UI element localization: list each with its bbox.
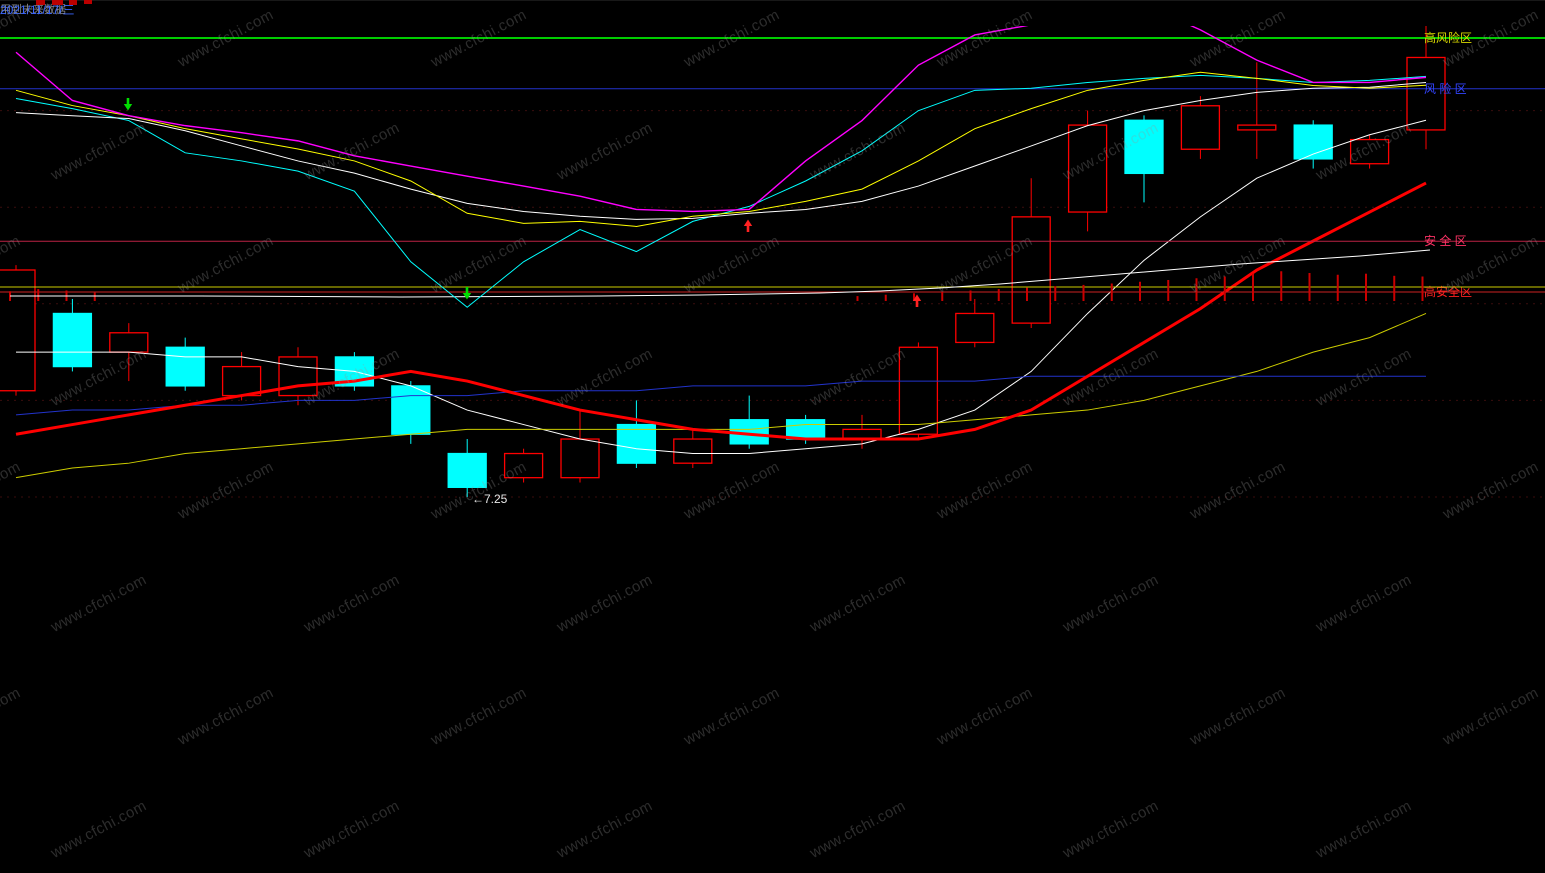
- candle-body: [1180, 105, 1221, 150]
- sell-arrow-icon: [123, 98, 133, 111]
- clipped-header-text: [84, 0, 92, 4]
- candle-up[interactable]: [1011, 178, 1051, 328]
- watermark-text: www.cfchi.com: [301, 571, 403, 636]
- clipped-header-text: [36, 0, 45, 5]
- candle-body: [1237, 124, 1277, 131]
- candle-body: [1293, 124, 1333, 160]
- watermark-text: www.cfchi.com: [1060, 797, 1162, 862]
- kdj-line-d-yellow: [15, 71, 1427, 227]
- watermark-text: www.cfchi.com: [554, 797, 656, 862]
- candle-body: [1011, 216, 1051, 324]
- candle-down[interactable]: [1124, 115, 1164, 203]
- candle-up[interactable]: [278, 347, 318, 406]
- watermark-text: www.cfchi.com: [1313, 797, 1415, 862]
- future-data-warning: 用到未来数据: [0, 4, 66, 16]
- buy-arrow-icon: [743, 219, 753, 232]
- candle-down[interactable]: [447, 439, 487, 497]
- watermark-text: www.cfchi.com: [1313, 571, 1415, 636]
- candle-down[interactable]: [165, 337, 205, 391]
- watermark-text: www.cfchi.com: [934, 684, 1036, 749]
- candle-up[interactable]: [955, 298, 995, 348]
- watermark-text: www.cfchi.com: [48, 571, 150, 636]
- trend-line-red: [15, 181, 1427, 441]
- candle-down[interactable]: [52, 298, 93, 372]
- zone-label: 安 全 区: [1424, 233, 1467, 248]
- candle-body: [955, 312, 995, 344]
- watermark-text: www.cfchi.com: [807, 797, 909, 862]
- watermark-text: www.cfchi.com: [1187, 684, 1289, 749]
- candle-body: [616, 423, 657, 464]
- ma-line-blue: [15, 375, 1426, 416]
- candle-body: [1067, 124, 1108, 213]
- ma-line-white: [16, 119, 1427, 455]
- candle-down[interactable]: [616, 400, 657, 469]
- watermark-text: www.cfchi.com: [554, 571, 656, 636]
- candle-body: [447, 452, 487, 488]
- candlestick-chart[interactable]: 8.25←7.25: [0, 0, 1545, 522]
- candle-up[interactable]: [1067, 110, 1108, 232]
- clipped-header-text: [52, 0, 63, 5]
- candle-up[interactable]: [1406, 14, 1446, 150]
- candle-down[interactable]: [729, 395, 769, 449]
- candle-up[interactable]: [673, 429, 713, 469]
- buy-arrow-icon: [912, 294, 922, 307]
- status-bar: 用到未来数据 2021/11/17/三: [0, 0, 1545, 26]
- watermark-text: www.cfchi.com: [48, 797, 150, 862]
- watermark-text: www.cfchi.com: [175, 684, 277, 749]
- bottom-white-curve: [10, 249, 1431, 298]
- candle-up[interactable]: [109, 323, 149, 382]
- candle-body: [898, 346, 939, 435]
- watermark-text: www.cfchi.com: [428, 684, 530, 749]
- candle-up[interactable]: [0, 265, 36, 396]
- candle-body: [503, 452, 544, 479]
- candle-body: [391, 385, 431, 435]
- candle-body: [165, 346, 205, 387]
- sell-arrow-icon: [462, 287, 472, 300]
- clipped-header-text: [69, 0, 77, 5]
- candle-up[interactable]: [1180, 96, 1221, 159]
- candle-body: [52, 312, 93, 368]
- candle-body: [673, 438, 713, 464]
- watermark-text: www.cfchi.com: [1060, 571, 1162, 636]
- candle-body: [1124, 119, 1164, 175]
- candle-body: [560, 438, 600, 479]
- candle-up[interactable]: [898, 342, 939, 440]
- watermark-text: www.cfchi.com: [1440, 684, 1542, 749]
- watermark-text: www.cfchi.com: [807, 571, 909, 636]
- candle-body: [221, 365, 262, 397]
- low-price-label: ←7.25: [472, 492, 508, 506]
- candle-up[interactable]: [560, 410, 600, 483]
- zone-label: 高安全区: [1424, 284, 1472, 299]
- candle-body: [1349, 138, 1390, 165]
- candle-body: [1406, 56, 1446, 131]
- zone-label: 风 险 区: [1424, 81, 1467, 96]
- kdj-line-cyan: [15, 74, 1427, 308]
- watermark-text: www.cfchi.com: [301, 797, 403, 862]
- candle-body: [0, 269, 36, 392]
- candle-down[interactable]: [1293, 120, 1333, 169]
- zone-label: 高风险区: [1424, 30, 1472, 45]
- ma-line-yellow: [15, 313, 1427, 479]
- candle-up[interactable]: [1349, 134, 1390, 169]
- kdj-line-k-white: [15, 81, 1427, 220]
- candle-body: [278, 356, 318, 397]
- watermark-text: www.cfchi.com: [681, 684, 783, 749]
- candle-body: [109, 332, 149, 353]
- candle-body: [785, 419, 826, 440]
- status-date[interactable]: 2021/11/17/三: [0, 3, 75, 17]
- kdj-line-j-magenta: [15, 4, 1427, 213]
- candle-up[interactable]: [503, 448, 544, 483]
- watermark-text: www.cfchi.com: [0, 684, 24, 749]
